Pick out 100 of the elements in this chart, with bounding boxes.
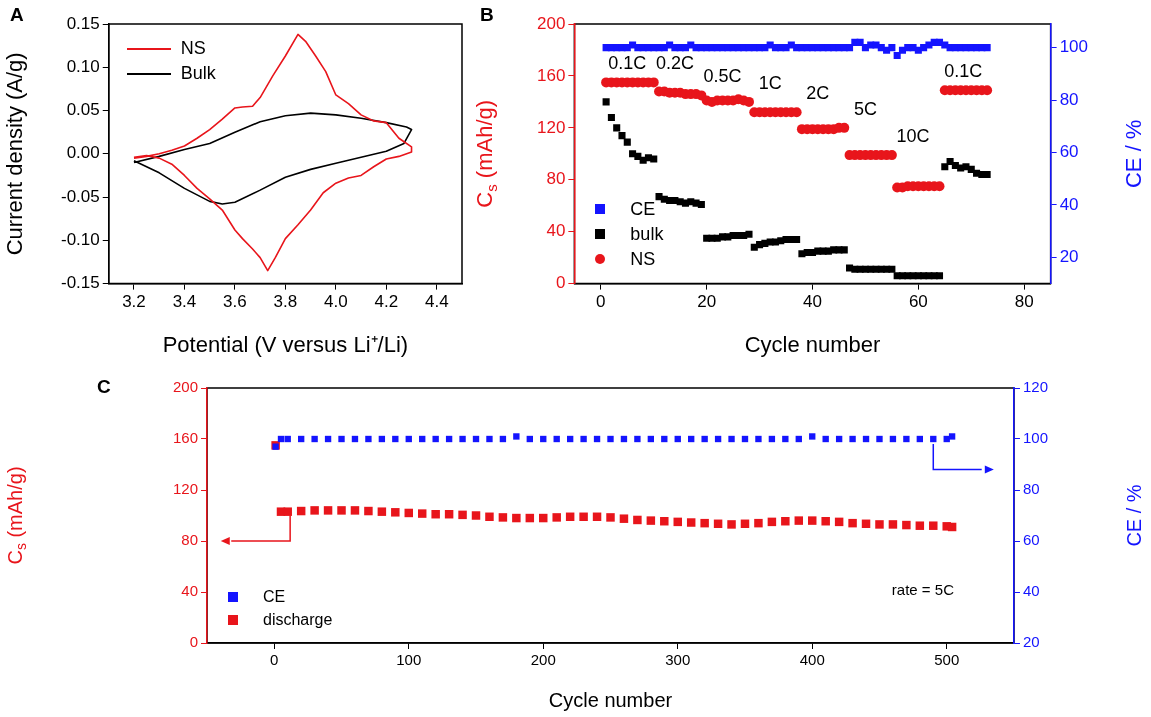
annotation: 0.1C xyxy=(608,53,647,74)
point xyxy=(755,435,762,443)
point xyxy=(498,513,508,522)
y2-tick-label: 20 xyxy=(1059,247,1079,267)
y-tick-label: -0.05 xyxy=(61,186,100,206)
chart-title: C xyxy=(97,376,112,398)
legend-label: CE xyxy=(630,197,656,221)
y-tick-label: 0 xyxy=(189,633,199,651)
point xyxy=(646,516,656,525)
point xyxy=(431,509,440,519)
point xyxy=(552,513,561,522)
y-tick-label: 200 xyxy=(173,378,199,396)
y2-tick-label: 100 xyxy=(1022,429,1048,447)
chart-title: A xyxy=(10,4,24,26)
y-tick-label: 0.05 xyxy=(66,100,100,120)
point xyxy=(849,435,856,443)
y2-tick-label: 80 xyxy=(1059,89,1079,109)
annotation: 5C xyxy=(853,98,877,119)
x-tick-label: 4.2 xyxy=(374,292,399,312)
point xyxy=(902,520,911,530)
x-tick-label: 60 xyxy=(908,292,928,312)
x-tick-label: 40 xyxy=(803,292,822,312)
y2-tick-label: 40 xyxy=(1022,582,1040,600)
point xyxy=(350,506,360,515)
point xyxy=(365,435,372,443)
point xyxy=(633,515,642,525)
point xyxy=(417,509,427,518)
point xyxy=(579,512,588,522)
point xyxy=(432,435,439,443)
x-tick-label: 0 xyxy=(596,292,606,312)
y2-tick-label: 20 xyxy=(1022,633,1040,651)
x-tick-label: 3.2 xyxy=(122,292,146,312)
point xyxy=(311,435,318,443)
annotation: 2C xyxy=(806,83,830,104)
chart-title: B xyxy=(480,4,494,26)
point xyxy=(310,506,319,515)
point xyxy=(513,433,520,440)
y-tick-label: 80 xyxy=(546,169,566,189)
point xyxy=(930,435,937,443)
legend-label: CE xyxy=(263,587,286,607)
annotation: 0.5C xyxy=(703,66,742,87)
y-tick-label: 0 xyxy=(555,273,566,293)
point xyxy=(485,512,494,522)
point xyxy=(782,435,789,443)
legend-label: discharge xyxy=(263,610,333,630)
point xyxy=(821,517,830,526)
y-axis-title: Cs (mAh/g) xyxy=(472,99,500,208)
point xyxy=(364,506,373,516)
y-tick-label: 0.15 xyxy=(66,13,100,33)
y-tick-label: -0.15 xyxy=(61,273,100,293)
y2-axis-title: CE / % xyxy=(1121,119,1147,189)
point xyxy=(809,433,816,440)
legend-label: NS xyxy=(630,247,656,271)
y2-tick-label: 40 xyxy=(1059,194,1079,214)
point xyxy=(459,435,466,443)
y2-tick-label: 100 xyxy=(1059,37,1089,57)
legend-label: bulk xyxy=(630,222,664,246)
y2-tick-label: 60 xyxy=(1022,531,1040,549)
annotation: 1C xyxy=(758,72,782,93)
point xyxy=(660,517,669,526)
y2-tick-label: 80 xyxy=(1022,480,1040,498)
y-tick-label: 120 xyxy=(173,480,199,498)
y-tick-label: 40 xyxy=(546,221,566,241)
point xyxy=(471,511,481,520)
point xyxy=(686,518,696,527)
point xyxy=(634,435,641,443)
point xyxy=(283,507,292,516)
point xyxy=(512,513,521,523)
point xyxy=(948,433,956,440)
point xyxy=(701,435,708,443)
x-axis-title: Cycle number xyxy=(744,332,881,358)
y-tick-label: 40 xyxy=(181,582,199,600)
x-tick-label: 400 xyxy=(799,651,825,669)
x-axis-title: Cycle number xyxy=(548,688,673,711)
x-tick-label: 3.4 xyxy=(172,292,197,312)
point xyxy=(323,506,333,515)
point xyxy=(580,435,587,443)
point xyxy=(619,514,629,523)
y-axis-title: Cs (mAh/g) xyxy=(3,466,29,565)
point xyxy=(888,520,898,529)
x-axis-title: Potential (V versus Li⁺/Li) xyxy=(162,332,409,358)
x-tick-label: 20 xyxy=(697,292,717,312)
point xyxy=(377,507,387,516)
point xyxy=(929,521,938,530)
y-tick-label: 160 xyxy=(173,429,199,447)
point xyxy=(607,435,614,443)
legend-label: NS xyxy=(180,37,206,60)
x-tick-label: 3.6 xyxy=(223,292,247,312)
point xyxy=(338,435,345,443)
x-tick-label: 80 xyxy=(1014,292,1034,312)
y-tick-label: 200 xyxy=(536,13,566,33)
y-axis-title: Current density (A/g) xyxy=(2,52,28,256)
y-tick-label: -0.10 xyxy=(61,230,100,250)
x-tick-label: 4.4 xyxy=(424,292,449,312)
x-tick-label: 3.8 xyxy=(273,292,298,312)
legend-label: Bulk xyxy=(180,62,216,85)
annotation: 0.2C xyxy=(655,53,694,74)
y-tick-label: 0.10 xyxy=(66,56,100,76)
x-tick-label: 500 xyxy=(934,651,960,669)
x-tick-label: 4.0 xyxy=(324,292,348,312)
